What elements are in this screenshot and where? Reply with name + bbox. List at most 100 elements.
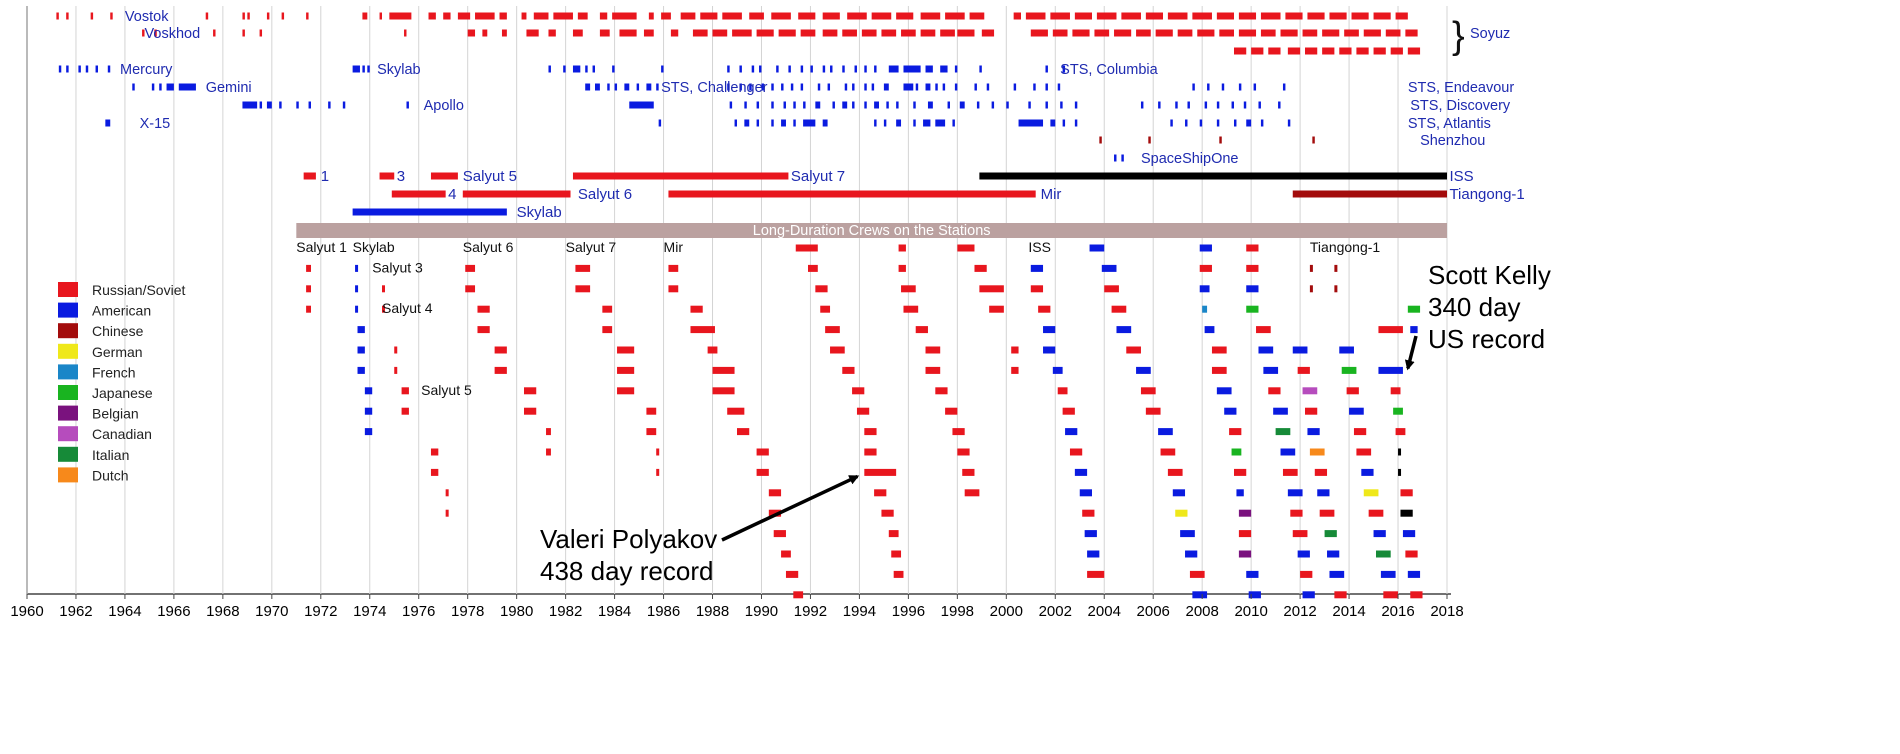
program-mark-sts-atlantis-11 bbox=[896, 119, 902, 127]
crew-bar-iss4-17 bbox=[1302, 591, 1315, 599]
program-mark-sts-discovery-16 bbox=[913, 101, 916, 109]
program-mark-sts-discovery-36 bbox=[1278, 101, 1281, 109]
program-mark-sts-endeavour-5 bbox=[1282, 83, 1286, 91]
crew-bar-iss1-15 bbox=[1087, 570, 1105, 578]
legend-swatch-canadian bbox=[58, 426, 78, 442]
crew-bar-iss6-8 bbox=[1368, 509, 1384, 517]
program-mark-sts-challenger-30 bbox=[986, 83, 990, 91]
tick-label-2002: 2002 bbox=[1039, 603, 1072, 620]
legend-label-american: American bbox=[92, 303, 151, 319]
program-mark-vostok-32 bbox=[822, 12, 840, 20]
program-mark-sts-atlantis-18 bbox=[1062, 119, 1066, 127]
program-mark-vostok-17 bbox=[499, 12, 507, 20]
crew-bar-salyut6-7 bbox=[524, 407, 537, 415]
crew-bar-mir-7 bbox=[727, 407, 745, 415]
program-mark-vostok-40 bbox=[1025, 12, 1046, 20]
program-mark-sts-discovery-11 bbox=[852, 101, 855, 109]
crew-bar-iss7-10 bbox=[1405, 550, 1418, 558]
program-mark-voskhod-15 bbox=[670, 29, 679, 37]
program-mark-vostok-27 bbox=[700, 12, 718, 20]
program-mark-sts-atlantis-9 bbox=[874, 119, 877, 127]
program-mark-sts-atlantis-23 bbox=[1216, 119, 1220, 127]
program-mark-voskhod-36 bbox=[1136, 29, 1151, 37]
program-mark-voskhod-39 bbox=[1197, 29, 1215, 37]
program-mark-sts-discovery-6 bbox=[793, 101, 796, 109]
crew-bar-iss7-13 bbox=[1407, 305, 1421, 313]
program-mark-gemini-4 bbox=[178, 83, 196, 91]
program-mark-sts-challenger-2 bbox=[607, 83, 610, 91]
program-mark-mercury-4 bbox=[95, 65, 98, 73]
program-mark-sts-atlantis-24 bbox=[1234, 119, 1237, 127]
program-mark-sts-challenger-31 bbox=[1013, 83, 1017, 91]
station-label-iss: ISS bbox=[1449, 168, 1473, 185]
program-mark-vostok-19 bbox=[533, 12, 549, 20]
crew-bar-salyut7-3 bbox=[602, 326, 613, 334]
soyuz-brace-glyph: } bbox=[1452, 15, 1465, 57]
program-mark-sts-discovery-34 bbox=[1243, 101, 1247, 109]
program-mark-vostok-12 bbox=[389, 12, 412, 20]
program-mark-sts-discovery-21 bbox=[991, 101, 995, 109]
crew-bar-salyut4-3 bbox=[401, 407, 409, 415]
crew-bar-iss3-7 bbox=[1216, 387, 1232, 395]
crew-label-salyut-4: Salyut 4 bbox=[382, 300, 433, 316]
crew-bar-iss4-6 bbox=[1263, 366, 1279, 374]
program-mark-vostok-49 bbox=[1238, 12, 1257, 20]
program-mark-vostok-56 bbox=[1395, 12, 1408, 20]
program-mark-sts-columbia-20 bbox=[874, 65, 877, 73]
program-mark-voskhod-14 bbox=[643, 29, 654, 37]
crew-bar-mir-8 bbox=[737, 428, 750, 436]
legend-swatch-russian bbox=[58, 282, 78, 297]
annotation-kelly-line-1: 340 day bbox=[1428, 292, 1521, 322]
legend-swatch-french bbox=[58, 364, 78, 380]
program-mark-vostok-50 bbox=[1260, 12, 1281, 20]
program-mark-sts-challenger-11 bbox=[761, 83, 764, 91]
station-label-1: 1 bbox=[321, 168, 329, 185]
program-mark-vostok-6 bbox=[247, 12, 250, 20]
crew-bar-salyut6-1 bbox=[465, 285, 476, 293]
legend: Russian/Soviet American Chinese German Frenc… bbox=[58, 282, 185, 483]
program-mark-gemini-1 bbox=[151, 83, 155, 91]
program-mark-gemini-0 bbox=[132, 83, 135, 91]
crew-bar-iss7-9 bbox=[1402, 530, 1416, 538]
program-mark-sts-columbia-27 bbox=[1045, 65, 1048, 73]
program-mark-voskhod-29 bbox=[957, 29, 975, 37]
crew-bar-iss5-3 bbox=[1305, 407, 1318, 415]
crew-bar-iss7-5 bbox=[1398, 448, 1402, 456]
program-mark-apollo-0 bbox=[242, 101, 258, 109]
program-mark-sts-challenger-15 bbox=[800, 83, 804, 91]
program-mark-voskhod-43 bbox=[1280, 29, 1298, 37]
program-mark-vostok-51 bbox=[1285, 12, 1303, 20]
crew-bar-salyut4-1 bbox=[394, 366, 398, 374]
crew-bar-salyut1-2 bbox=[306, 305, 311, 313]
program-mark-sts-challenger-17 bbox=[827, 83, 831, 91]
crew-bar-mir2-11 bbox=[864, 468, 897, 476]
stations-layer: 1 3 Salyut 5 Salyut 7 ISS 4 Salyut 6 Mir Tiangon… bbox=[303, 168, 1525, 221]
crew-bar-iss4-0 bbox=[1246, 244, 1259, 252]
tick-label-2010: 2010 bbox=[1234, 603, 1267, 620]
crew-bar-iss4-15 bbox=[1297, 550, 1310, 558]
band-title: Long-Duration Crews on the Stations bbox=[753, 223, 991, 239]
program-mark-soyuz-tma-2 bbox=[1268, 47, 1281, 55]
program-mark-voskhod-10 bbox=[548, 29, 556, 37]
program-mark-spaceshipone-0 bbox=[1114, 154, 1117, 162]
crew-label-salyut-7: Salyut 7 bbox=[566, 239, 617, 255]
tick-label-1982: 1982 bbox=[549, 603, 582, 620]
program-mark-sts-discovery-9 bbox=[832, 101, 835, 109]
program-mark-skylab-1 bbox=[362, 65, 365, 73]
crew-bar-mir2-14 bbox=[888, 530, 899, 538]
crew-bar-mir2-6 bbox=[842, 366, 855, 374]
program-mark-sts-atlantis-12 bbox=[913, 119, 916, 127]
crew-bar-salyut6-6 bbox=[524, 387, 537, 395]
annotation-kelly-line-0: Scott Kelly bbox=[1428, 260, 1551, 290]
program-mark-sts-discovery-26 bbox=[1074, 101, 1078, 109]
program-mark-sts-discovery-27 bbox=[1140, 101, 1144, 109]
crew-bar-mir3-6 bbox=[925, 366, 941, 374]
legend-label-italian: Italian bbox=[92, 447, 129, 463]
crew-bar-salyut4-2 bbox=[401, 387, 409, 395]
program-mark-sts-atlantis-22 bbox=[1199, 119, 1203, 127]
crew-bar-iss4-8 bbox=[1273, 407, 1288, 415]
program-mark-vostok-18 bbox=[521, 12, 527, 20]
program-mark-voskhod-0 bbox=[142, 29, 145, 37]
crew-bar-iss3-3 bbox=[1202, 305, 1208, 313]
program-mark-sts-discovery-18 bbox=[947, 101, 950, 109]
